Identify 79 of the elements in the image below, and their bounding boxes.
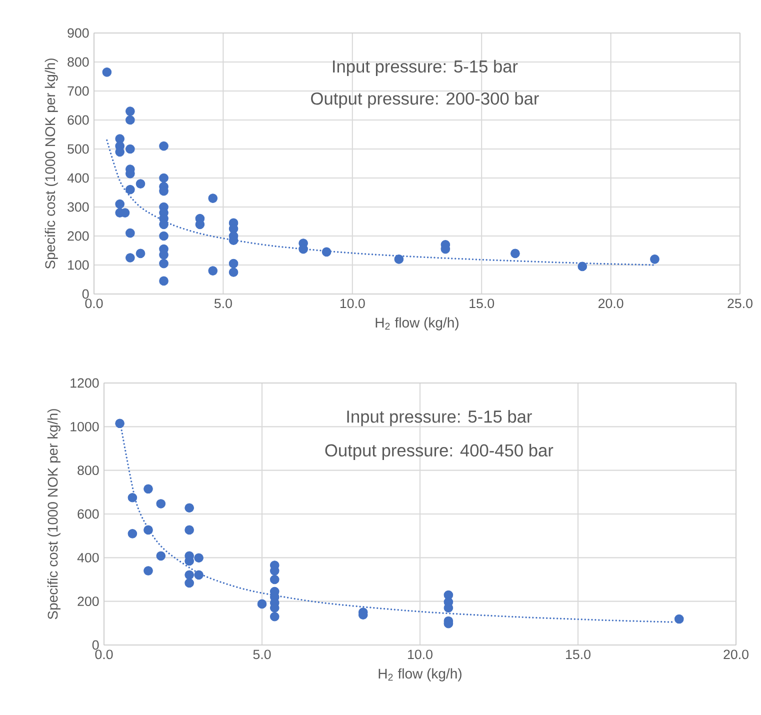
- x-axis-title: H$_{2}$ flow (kg/h): [376, 317, 458, 330]
- point: [510, 248, 520, 258]
- point: [228, 258, 238, 268]
- x-tick-label: 20.0: [598, 298, 624, 308]
- point: [578, 262, 588, 272]
- x-tick-label: 25.0: [728, 298, 752, 308]
- point: [115, 418, 124, 428]
- y-tick-label: 0: [92, 640, 99, 650]
- x-tick-label: 10.0: [408, 650, 432, 660]
- point: [144, 525, 153, 535]
- point: [156, 499, 166, 508]
- point: [650, 254, 660, 264]
- x-tick-label: 15.0: [470, 298, 494, 308]
- y-tick-label: 1000: [70, 422, 99, 432]
- point: [144, 566, 153, 576]
- point: [159, 258, 168, 268]
- point: [136, 179, 146, 188]
- point: [115, 199, 125, 209]
- point: [159, 276, 168, 286]
- y-tick-label: 200: [78, 596, 99, 606]
- y-tick-label: 0: [82, 289, 89, 299]
- x-tick-label: 0.0: [95, 650, 113, 660]
- y-tick-label: 600: [78, 509, 99, 519]
- point: [159, 173, 168, 183]
- point: [194, 570, 204, 580]
- x-tick-label: 5.0: [214, 298, 232, 308]
- point: [128, 492, 138, 502]
- point: [159, 231, 168, 241]
- point: [257, 599, 267, 609]
- y-tick-label: 900: [68, 28, 89, 38]
- y-tick-label: 400: [67, 173, 89, 183]
- point: [144, 484, 153, 494]
- y-tick-label: 300: [68, 202, 89, 212]
- point: [322, 247, 332, 257]
- point: [270, 574, 280, 584]
- point: [208, 266, 218, 276]
- y-tick-label: 400: [77, 552, 99, 562]
- point: [126, 115, 135, 125]
- y-tick-label: 800: [78, 466, 99, 476]
- y-tick-label: 1200: [70, 378, 99, 388]
- annotation: Input pressure: 5-15 bar: [333, 60, 518, 76]
- point: [126, 184, 135, 194]
- point: [159, 250, 168, 260]
- y-tick-label: 200: [68, 231, 89, 241]
- point: [184, 503, 194, 513]
- x-tick-label: 15.0: [566, 650, 590, 660]
- y-axis-title: Specific cost (1000 NOK per kg/h): [44, 58, 58, 269]
- point: [128, 528, 138, 538]
- y-tick-label: 500: [68, 144, 89, 154]
- point: [394, 254, 404, 264]
- point: [674, 614, 684, 624]
- y-axis-title: Specific cost (1000 NOK per kg/h): [47, 409, 60, 620]
- y-tick-label: 600: [68, 115, 89, 125]
- point: [136, 248, 146, 258]
- point: [156, 551, 166, 561]
- point: [126, 144, 135, 154]
- x-tick-label: 0.0: [85, 298, 103, 308]
- x-tick-label: 5.0: [253, 650, 271, 660]
- y-tick-label: 700: [68, 86, 89, 96]
- point: [126, 106, 135, 116]
- point: [184, 525, 194, 535]
- point: [194, 553, 204, 563]
- annotation: Output pressure: 200-300 bar: [311, 92, 539, 108]
- point: [184, 578, 194, 588]
- x-tick-label: 20.0: [724, 650, 748, 660]
- x-axis-title: H$_{2}$ flow (kg/h): [378, 668, 462, 682]
- point: [228, 268, 238, 277]
- point: [102, 67, 112, 77]
- point: [126, 228, 135, 238]
- point: [184, 570, 194, 580]
- point: [126, 253, 135, 262]
- x-tick-label: 10.0: [340, 298, 365, 308]
- annotation: Output pressure: 400-450 bar: [325, 444, 554, 460]
- annotation: Input pressure: 5-15 bar: [347, 410, 532, 426]
- point: [208, 194, 218, 203]
- point: [159, 141, 168, 151]
- y-tick-label: 100: [68, 260, 89, 270]
- point: [270, 612, 280, 622]
- y-tick-label: 800: [68, 57, 89, 67]
